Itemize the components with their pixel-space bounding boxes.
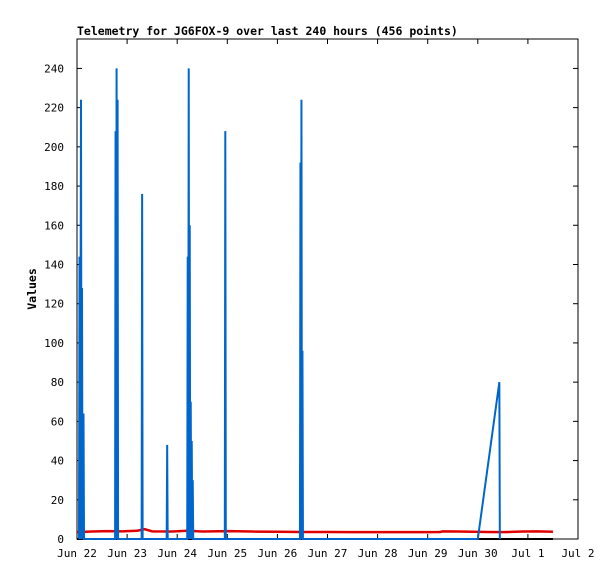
plot-frame xyxy=(76,38,579,540)
y-tick-label: 220 xyxy=(44,102,64,115)
y-axis: 0 20 40 60 80 100 120 140 160 180 200 220 240 xyxy=(44,62,578,546)
y-axis-label: Values xyxy=(25,268,39,310)
y-tick-label: 60 xyxy=(51,415,64,428)
y-tick-label: 40 xyxy=(51,455,64,468)
x-tick-label: Jul 1 xyxy=(511,547,544,560)
x-tick-label: Jul 2 xyxy=(561,547,594,560)
x-tick-label: Jun 26 xyxy=(258,547,298,560)
y-tick-label: 20 xyxy=(51,494,64,507)
y-tick-label: 200 xyxy=(44,141,64,154)
y-tick-label: 160 xyxy=(44,219,64,232)
x-tick-label: Jun 22 xyxy=(57,547,97,560)
x-tick-label: Jun 28 xyxy=(358,547,398,560)
x-tick-label: Jun 25 xyxy=(207,547,247,560)
x-tick-label: Jun 27 xyxy=(308,547,348,560)
chart-title: Telemetry for JG6FOX-9 over last 240 hou… xyxy=(77,24,458,38)
series-layer xyxy=(76,68,553,540)
series-blue-line xyxy=(78,68,501,540)
y-tick-label: 180 xyxy=(44,180,64,193)
x-tick-label: Jun 29 xyxy=(408,547,448,560)
x-tick-label: Jun 23 xyxy=(107,547,147,560)
y-tick-label: 140 xyxy=(44,258,64,271)
y-tick-label: 240 xyxy=(44,62,64,75)
y-tick-label: 120 xyxy=(44,298,64,311)
y-tick-label: 100 xyxy=(44,337,64,350)
x-axis: Jun 22 Jun 23 Jun 24 Jun 25 Jun 26 Jun 27 Jun … xyxy=(57,39,595,560)
x-tick-label: Jun 30 xyxy=(458,547,498,560)
x-tick-label: Jun 24 xyxy=(157,547,197,560)
y-tick-label: 80 xyxy=(51,376,64,389)
y-tick-label: 0 xyxy=(57,533,64,546)
series-red-line xyxy=(76,527,553,534)
